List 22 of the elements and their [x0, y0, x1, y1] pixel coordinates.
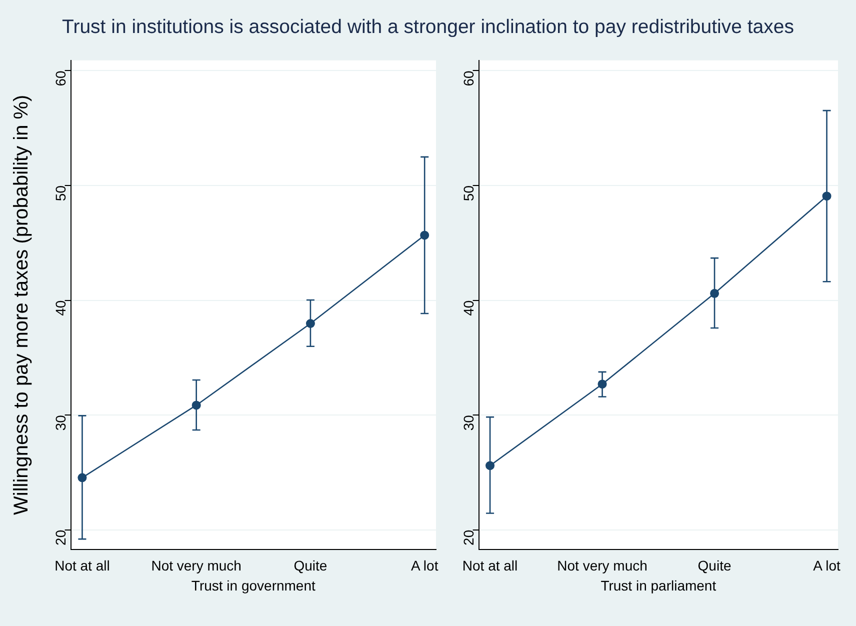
- y-tick-label: 60: [460, 70, 477, 86]
- x-tick-label: Quite: [698, 558, 732, 574]
- x-axis-title: Trust in parliament: [600, 577, 716, 594]
- x-tick-label: Quite: [294, 558, 328, 574]
- x-tick-label: A lot: [813, 558, 840, 574]
- y-tick-label: 20: [460, 530, 477, 546]
- x-axis-title: Trust in government: [191, 577, 316, 594]
- y-tick-label: 60: [52, 70, 69, 86]
- chart-title: Trust in institutions is associated with a stronger inclination to pay redistributive taxes: [61, 16, 795, 39]
- x-tick-label: A lot: [410, 558, 438, 574]
- y-tick-label: 40: [460, 300, 477, 316]
- x-tick-label: Not at all: [54, 558, 110, 574]
- x-tick-label: Not at all: [462, 558, 518, 574]
- y-axis-title: Willingness to pay more taxes (probability in %): [10, 94, 33, 515]
- y-tick-label: 50: [52, 185, 69, 202]
- y-tick-label: 50: [460, 185, 477, 202]
- y-tick-label: 30: [52, 414, 69, 431]
- y-tick-label: 30: [460, 414, 477, 431]
- y-tick-label: 20: [52, 530, 69, 546]
- y-tick-label: 40: [52, 300, 69, 316]
- x-tick-label: Not very much: [151, 558, 242, 574]
- x-tick-label: Not very much: [557, 558, 648, 574]
